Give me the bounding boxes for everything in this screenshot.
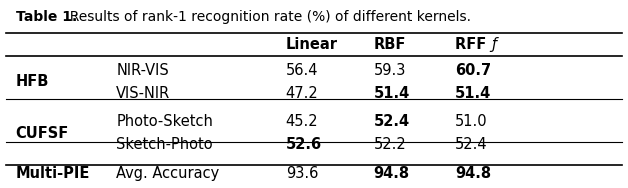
Text: 51.4: 51.4: [374, 86, 410, 101]
Text: ƒ: ƒ: [492, 37, 497, 52]
Text: Table 1.: Table 1.: [16, 10, 77, 24]
Text: Sketch-Photo: Sketch-Photo: [116, 137, 213, 152]
Text: 51.0: 51.0: [455, 114, 488, 129]
Text: RFF: RFF: [455, 37, 492, 52]
Text: 94.8: 94.8: [455, 166, 492, 181]
Text: 52.2: 52.2: [374, 137, 406, 152]
Text: 52.4: 52.4: [455, 137, 488, 152]
Text: CUFSF: CUFSF: [16, 126, 69, 141]
Text: Linear: Linear: [286, 37, 338, 52]
Text: 93.6: 93.6: [286, 166, 318, 181]
Text: 94.8: 94.8: [374, 166, 410, 181]
Text: Multi-PIE: Multi-PIE: [16, 166, 90, 181]
Text: HFB: HFB: [16, 74, 49, 89]
Text: NIR-VIS: NIR-VIS: [116, 63, 169, 78]
Text: 51.4: 51.4: [455, 86, 492, 101]
Text: 52.6: 52.6: [286, 137, 322, 152]
Text: RBF: RBF: [374, 37, 406, 52]
Text: 45.2: 45.2: [286, 114, 318, 129]
Text: Photo-Sketch: Photo-Sketch: [116, 114, 213, 129]
Text: VIS-NIR: VIS-NIR: [116, 86, 170, 101]
Text: 59.3: 59.3: [374, 63, 406, 78]
Text: 60.7: 60.7: [455, 63, 492, 78]
Text: 56.4: 56.4: [286, 63, 318, 78]
Text: 52.4: 52.4: [374, 114, 410, 129]
Text: Avg. Accuracy: Avg. Accuracy: [116, 166, 219, 181]
Text: 47.2: 47.2: [286, 86, 318, 101]
Text: Results of rank-1 recognition rate (%) of different kernels.: Results of rank-1 recognition rate (%) o…: [61, 10, 471, 24]
